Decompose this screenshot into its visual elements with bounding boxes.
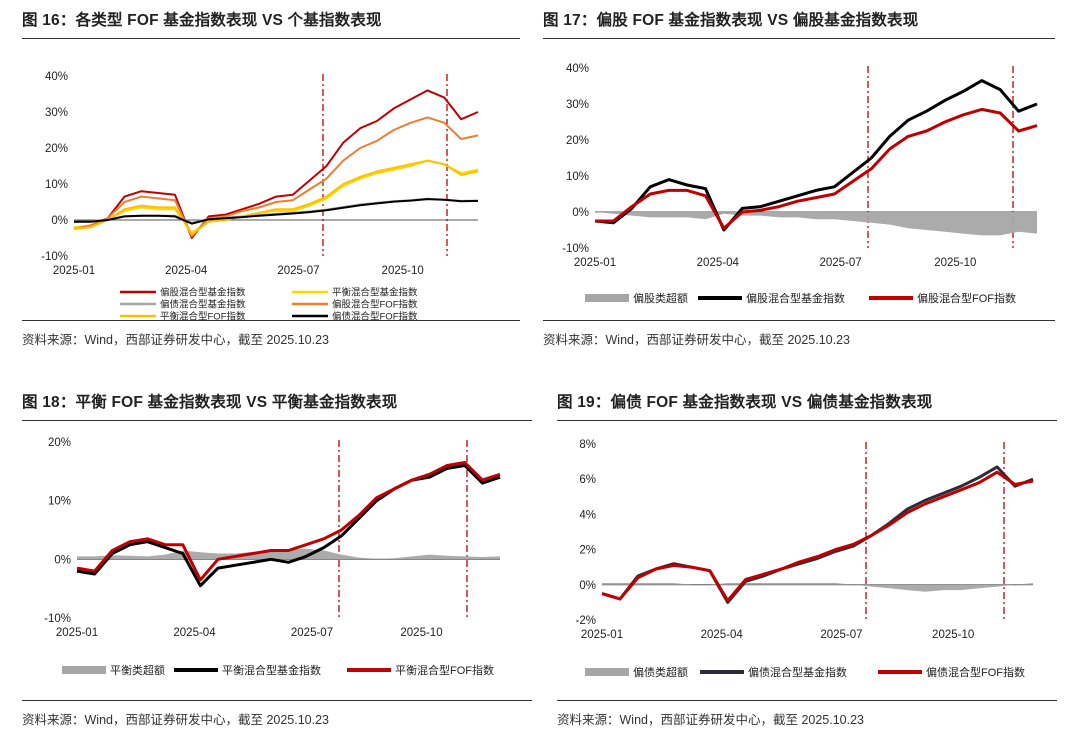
footer-rule [22, 320, 520, 321]
figure-18-chart: 20% 10% 0% -10% 2025-01 2025-04 2025-07 2025-10… [44, 437, 501, 677]
source-note: 资料来源：Wind，西部证券研发中心，截至 2025.10.23 [22, 713, 330, 727]
footer-rule [557, 700, 1057, 701]
series-line [73, 159, 479, 234]
legend-label: 平衡类超额 [110, 663, 165, 677]
figure-16-title: 图 16：各类型 FOF 基金指数表现 VS 个基指数表现 [22, 12, 382, 29]
legend-label: 偏股混合型FOF指数 [917, 291, 1016, 305]
source-note: 资料来源：Wind，西部证券研发中心，截至 2025.10.23 [22, 333, 330, 347]
x-tick-label: 2025-01 [574, 257, 616, 269]
y-tick-label: -10% [562, 243, 589, 255]
footer-rule [22, 700, 532, 701]
series-line [76, 461, 501, 582]
legend-swatch [585, 668, 629, 676]
legend-label: 偏股混合型FOF指数 [332, 298, 418, 310]
x-tick-label: 2025-01 [581, 629, 623, 641]
x-tick-label: 2025-10 [934, 257, 976, 269]
x-tick-label: 2025-04 [697, 257, 740, 269]
legend-label: 偏债混合型FOF指数 [332, 310, 418, 322]
x-tick-label: 2025-07 [291, 627, 333, 639]
figure-19-panel: 图 19：偏债 FOF 基金指数表现 VS 偏债基金指数表现 8% 6% 4% 2% 0… [557, 390, 1057, 736]
series-line [601, 470, 1034, 603]
y-tick-label: 20% [48, 437, 71, 449]
y-tick-label: 30% [566, 99, 589, 111]
y-tick-label: 2% [579, 545, 596, 557]
y-tick-label: 30% [45, 107, 68, 119]
series-line [601, 465, 1034, 604]
series-line [595, 107, 1038, 230]
legend-label: 偏债混合型FOF指数 [926, 665, 1025, 679]
legend-label: 偏股混合型基金指数 [160, 286, 246, 298]
legend-label: 偏债类超额 [633, 665, 688, 679]
x-tick-label: 2025-07 [819, 257, 861, 269]
series-line [73, 159, 479, 236]
y-tick-label: 20% [45, 143, 68, 155]
x-tick-label: 2025-10 [382, 265, 424, 277]
legend-label: 偏债混合型基金指数 [160, 298, 246, 310]
excess-return-area [602, 583, 1033, 592]
footer-rule [543, 320, 1055, 321]
y-tick-label: 10% [45, 179, 68, 191]
legend-label: 偏股类超额 [633, 291, 688, 305]
legend-swatch [585, 294, 629, 302]
figure-18-panel: 图 18：平衡 FOF 基金指数表现 VS 平衡基金指数表现 20% 10% 0% -… [22, 390, 532, 736]
title-rule [557, 420, 1057, 421]
x-tick-label: 2025-07 [820, 629, 862, 641]
y-tick-label: 0% [579, 580, 596, 592]
source-note: 资料来源：Wind，西部证券研发中心，截至 2025.10.23 [557, 713, 865, 727]
title-rule [543, 38, 1055, 39]
legend-label: 平衡混合型基金指数 [222, 663, 321, 677]
y-tick-label: 40% [566, 63, 589, 75]
legend-swatch [62, 666, 106, 674]
legend-label: 偏股混合型基金指数 [746, 291, 845, 305]
series-line [73, 89, 479, 239]
series-line [594, 79, 1038, 232]
title-rule [22, 38, 520, 39]
y-tick-label: 10% [48, 496, 71, 508]
figure-16-panel: 图 16：各类型 FOF 基金指数表现 VS 个基指数表现 40% 30% 20% 1… [22, 8, 520, 354]
y-tick-label: 40% [45, 71, 68, 83]
x-tick-label: 2025-01 [56, 627, 98, 639]
legend-label: 平衡混合型FOF指数 [160, 310, 246, 322]
source-note: 资料来源：Wind，西部证券研发中心，截至 2025.10.23 [543, 333, 851, 347]
series-line [74, 198, 479, 225]
x-tick-label: 2025-07 [277, 265, 319, 277]
x-tick-label: 2025-04 [165, 265, 208, 277]
x-tick-label: 2025-04 [701, 629, 744, 641]
figure-17-chart: 40% 30% 20% 10% 0% -10% 2025-01 2025-04 2025-07 2… [562, 63, 1038, 305]
figure-16-chart: 40% 30% 20% 10% 0% -10% 2025-01 2025-04 2025-07 2… [41, 71, 479, 322]
x-tick-label: 2025-10 [932, 629, 974, 641]
y-tick-label: 0% [54, 554, 71, 566]
excess-return-area [595, 212, 1037, 236]
figure-19-chart: 8% 6% 4% 2% 0% -2% 2025-01 2025-04 2025-07 2025-1… [576, 439, 1034, 679]
title-rule [22, 420, 532, 421]
y-tick-label: 8% [579, 439, 596, 451]
y-tick-label: 6% [579, 474, 596, 486]
y-tick-label: -2% [576, 615, 596, 627]
excess-return-area [77, 548, 500, 560]
x-tick-label: 2025-04 [173, 627, 216, 639]
series-line [73, 116, 479, 238]
legend-label: 平衡混合型基金指数 [332, 286, 418, 298]
y-tick-label: -10% [41, 251, 68, 263]
x-tick-label: 2025-10 [400, 627, 442, 639]
y-tick-label: 4% [579, 509, 596, 521]
figure-17-title: 图 17：偏股 FOF 基金指数表现 VS 偏股基金指数表现 [543, 12, 919, 29]
figure-18-title: 图 18：平衡 FOF 基金指数表现 VS 平衡基金指数表现 [22, 394, 398, 411]
legend-label: 偏债混合型基金指数 [748, 665, 847, 679]
x-tick-label: 2025-01 [53, 265, 95, 277]
legend-label: 平衡混合型FOF指数 [395, 663, 494, 677]
y-tick-label: 0% [51, 215, 68, 227]
figure-17-panel: 图 17：偏股 FOF 基金指数表现 VS 偏股基金指数表现 40% 30% 20%… [543, 8, 1055, 354]
y-tick-label: 0% [572, 207, 589, 219]
y-tick-label: 10% [566, 171, 589, 183]
y-tick-label: -10% [44, 613, 71, 625]
figure-19-title: 图 19：偏债 FOF 基金指数表现 VS 偏债基金指数表现 [557, 394, 933, 411]
series-line [76, 464, 501, 588]
y-tick-label: 20% [566, 135, 589, 147]
